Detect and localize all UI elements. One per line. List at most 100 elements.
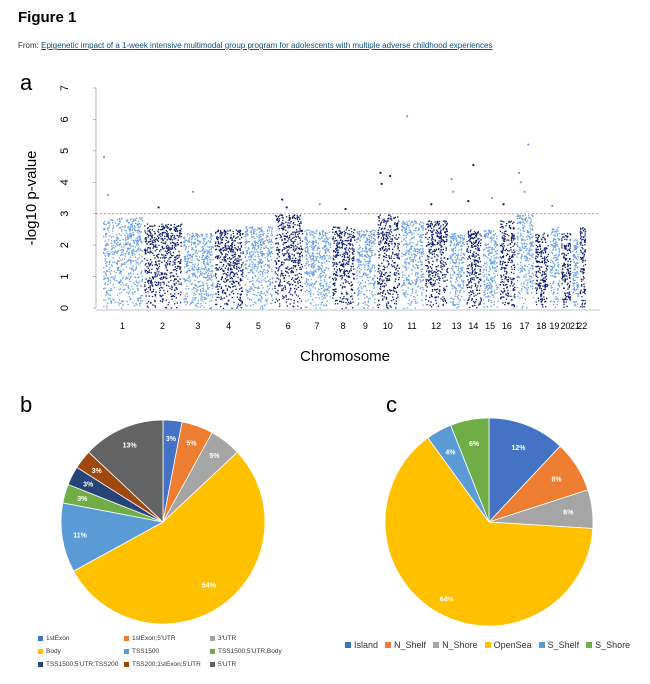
data-point: [275, 215, 278, 218]
data-point: [144, 289, 146, 292]
data-point: [175, 228, 178, 230]
data-point: [227, 267, 230, 269]
data-point: [127, 222, 130, 224]
data-point: [205, 255, 207, 258]
data-point: [119, 244, 122, 246]
data-point: [420, 248, 422, 250]
data-point: [438, 290, 441, 292]
data-point: [158, 282, 160, 284]
data-point: [417, 261, 420, 263]
data-point: [265, 245, 267, 247]
data-point: [235, 263, 237, 265]
data-point: [301, 266, 304, 268]
data-point: [458, 284, 461, 286]
data-point: [338, 227, 341, 229]
data-point: [398, 258, 400, 260]
source-article-link[interactable]: Epigenetic impact of a 1-week intensive …: [41, 41, 493, 50]
data-point: [202, 261, 204, 264]
data-point: [143, 258, 146, 260]
data-point: [201, 256, 203, 258]
data-point: [374, 238, 376, 240]
data-point: [335, 262, 337, 264]
data-point: [144, 230, 146, 232]
data-point: [141, 270, 143, 272]
data-point: [204, 266, 207, 269]
data-point: [364, 246, 367, 248]
data-point: [154, 306, 157, 308]
data-point: [281, 285, 283, 287]
data-point: [180, 270, 182, 272]
data-point: [260, 248, 262, 250]
data-point: [197, 286, 199, 288]
data-point: [428, 243, 431, 246]
data-point: [211, 264, 213, 267]
data-point: [202, 238, 204, 240]
data-point: [140, 271, 142, 274]
data-point: [288, 254, 291, 257]
data-point: [255, 233, 258, 235]
data-point: [409, 248, 411, 251]
data-point: [264, 269, 266, 271]
data-point: [344, 256, 346, 259]
data-point: [462, 283, 464, 285]
data-point: [253, 266, 255, 268]
data-point: [407, 250, 409, 252]
data-point: [415, 271, 417, 274]
data-point: [276, 247, 278, 249]
data-point: [166, 290, 169, 292]
data-point: [363, 259, 365, 261]
data-point: [245, 268, 247, 270]
data-point: [229, 258, 231, 260]
data-point: [462, 267, 464, 269]
data-point: [356, 260, 358, 262]
data-point: [444, 299, 446, 301]
data-point: [151, 229, 154, 231]
data-point: [138, 276, 140, 278]
data-point: [293, 215, 295, 217]
data-point: [385, 280, 388, 282]
data-point: [216, 236, 218, 238]
data-point: [110, 218, 112, 221]
data-point: [218, 246, 221, 248]
data-point: [324, 257, 326, 259]
data-point: [363, 294, 366, 296]
data-point: [334, 277, 336, 279]
data-point: [246, 240, 248, 242]
data-point: [193, 265, 196, 267]
data-point: [282, 297, 284, 300]
data-point: [205, 282, 207, 285]
data-point: [257, 287, 259, 290]
data-point: [196, 289, 198, 291]
data-point: [451, 301, 454, 303]
data-point: [104, 258, 106, 260]
data-point: [221, 276, 224, 278]
data-point: [352, 265, 354, 268]
data-point: [369, 230, 371, 233]
data-point: [109, 289, 112, 292]
data-point: [217, 241, 219, 243]
data-point: [166, 234, 168, 236]
data-point: [224, 233, 226, 235]
data-point: [293, 254, 295, 256]
data-point: [435, 273, 437, 275]
data-point: [395, 253, 397, 255]
data-point: [132, 269, 135, 271]
data-point: [202, 239, 205, 241]
data-point: [105, 277, 107, 280]
data-point: [387, 302, 390, 304]
data-point: [191, 237, 193, 239]
data-point: [388, 292, 390, 295]
data-point: [408, 231, 410, 234]
data-point: [410, 294, 412, 296]
data-point: [135, 244, 138, 246]
data-point: [393, 246, 396, 248]
data-point: [103, 299, 105, 301]
data-point: [188, 261, 191, 264]
data-point: [395, 303, 398, 305]
data-point: [239, 284, 241, 286]
data-point: [410, 248, 412, 250]
data-point: [173, 262, 176, 264]
data-point: [214, 275, 217, 277]
data-point: [144, 238, 146, 240]
data-point: [204, 257, 206, 259]
